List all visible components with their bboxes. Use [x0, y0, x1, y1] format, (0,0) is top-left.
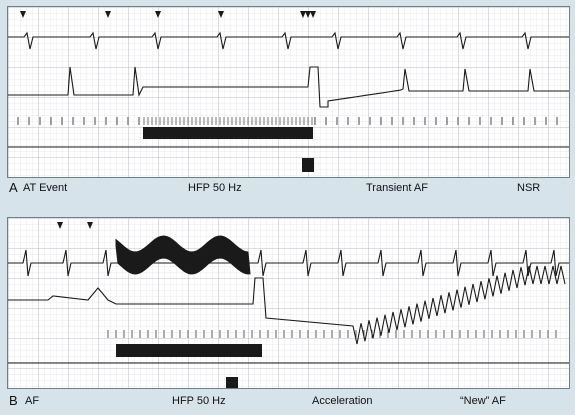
- stim-indicator-b: [226, 377, 238, 388]
- event-markers-b: [57, 222, 93, 229]
- surface-ecg-trace-a: [8, 31, 569, 50]
- panel-a-label-hfp: HFP 50 Hz: [188, 182, 242, 194]
- panel-b-label-acceleration: Acceleration: [312, 395, 373, 407]
- event-markers-a: [20, 11, 316, 18]
- event-marker-b-1: [87, 222, 93, 229]
- event-marker-a-4: [300, 11, 306, 18]
- hfp-artifact-b: [115, 235, 251, 275]
- panel-b-label-hfp: HFP 50 Hz: [172, 395, 226, 407]
- ecg-strip-a-graphic: [8, 7, 569, 177]
- hfp-burst-a: [143, 127, 313, 139]
- grid-a: [8, 7, 569, 177]
- hfp-burst-b: [116, 344, 262, 357]
- surface-ecg-trace-b: [8, 249, 569, 277]
- event-marker-a-0: [20, 11, 26, 18]
- ecg-strip-b: [7, 217, 570, 389]
- stim-indicator-a: [302, 158, 314, 172]
- grid-b: [8, 218, 569, 388]
- marker-channel-a: [17, 117, 558, 125]
- panel-a-label-nsr: NSR: [517, 182, 541, 194]
- panel-b-letter: B: [9, 393, 18, 408]
- event-marker-a-1: [105, 11, 111, 18]
- panel-b-label-af: AF: [25, 395, 40, 407]
- panel-a-label-at-event: AT Event: [23, 182, 68, 194]
- panel-a-label-transient-af: Transient AF: [366, 182, 428, 194]
- atrial-electrogram-trace-a: [8, 66, 569, 108]
- event-marker-a-3: [218, 11, 224, 18]
- atrial-electrogram-trace-b: [8, 265, 566, 345]
- ecg-strip-b-graphic: [8, 218, 569, 388]
- event-marker-a-6: [310, 11, 316, 18]
- event-marker-a-5: [305, 11, 311, 18]
- marker-channel-b: [107, 330, 557, 338]
- ecg-strip-a: [7, 6, 570, 178]
- panel-a-letter: A: [9, 180, 18, 195]
- panel-b-label-new-af: “New” AF: [460, 395, 506, 407]
- event-marker-a-2: [155, 11, 161, 18]
- event-marker-b-0: [57, 222, 63, 229]
